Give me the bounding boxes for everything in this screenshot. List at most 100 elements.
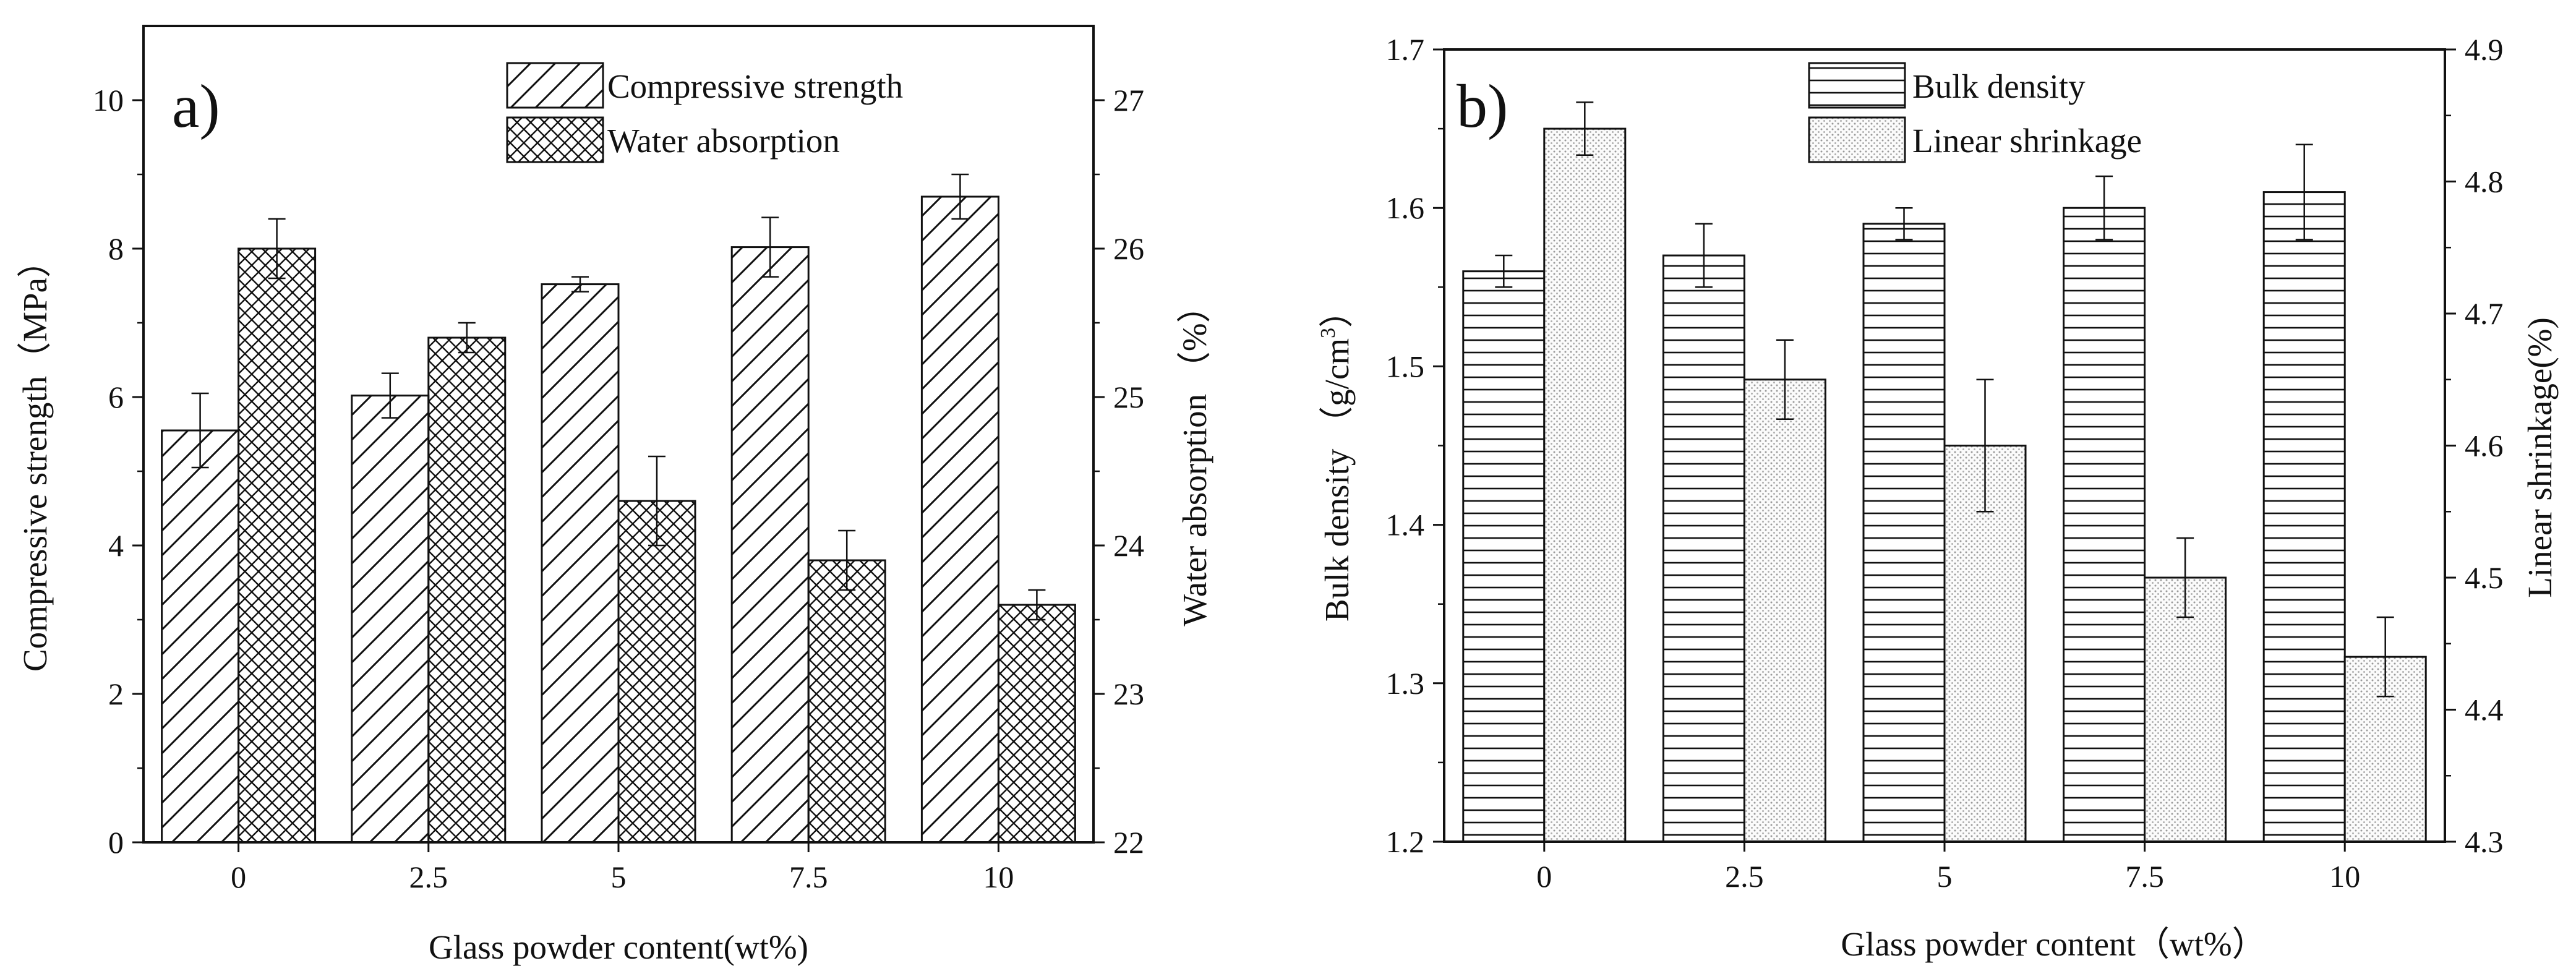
legend-label-compressive-strength: Compressive strength <box>607 67 903 105</box>
panel-a-y2-axis-title: Water absorption （%） <box>1176 289 1213 626</box>
b-error-bar-bulk-density-3 <box>2095 175 2113 241</box>
panel-b-x-axis-title: Glass powder content（wt%） <box>1841 925 2266 963</box>
b-x-tick-label-3: 7.5 <box>2125 859 2164 894</box>
a-y-tick-label-3: 6 <box>108 380 124 414</box>
b-error-bar-bulk-density-2 <box>1895 207 1913 241</box>
a-y2-tick-label-3: 25 <box>1113 380 1144 414</box>
b-y2-tick-label-0: 4.3 <box>2465 824 2504 859</box>
a-y2-tick-label-5: 27 <box>1113 83 1144 118</box>
b-bar-linear-shrinkage-0 <box>1543 127 1627 843</box>
a-error-bar-water-absorption-0 <box>268 218 286 280</box>
a-error-bar-compressive-strength-3 <box>761 216 779 278</box>
legend-label-linear-shrinkage: Linear shrinkage <box>1912 122 2142 160</box>
a-y-tick-label-0: 0 <box>108 825 124 860</box>
b-y2-tick-label-5: 4.8 <box>2465 165 2504 199</box>
a-y-tick-label-1: 2 <box>108 677 124 711</box>
panel-b-legend: Bulk density Linear shrinkage <box>1808 62 2142 163</box>
a-x-tick-label-2: 5 <box>611 860 627 894</box>
b-y-tick-label-4: 1.6 <box>1386 190 1425 225</box>
b-error-bar-bulk-density-1 <box>1695 223 1713 288</box>
a-error-bar-water-absorption-4 <box>1028 589 1046 621</box>
a-bar-compressive-strength-1 <box>351 395 430 844</box>
panel-b: 1.2 1.3 1.4 1.5 1.6 1.7 4.3 4.4 4.5 4.6 4.7 4.8 4.9 0… <box>1317 32 2559 963</box>
a-bar-compressive-strength-3 <box>730 246 810 844</box>
b-error-bar-bulk-density-0 <box>1495 254 1513 288</box>
panel-a-x-axis-title: Glass powder content(wt%) <box>429 928 808 966</box>
b-error-bar-linear-shrinkage-1 <box>1776 339 1794 421</box>
panel-a-label: a) <box>172 72 220 140</box>
a-bar-water-absorption-1 <box>427 336 507 844</box>
panel-b-axes: 1.2 1.3 1.4 1.5 1.6 1.7 4.3 4.4 4.5 4.6 4.7 4.8 4.9 0… <box>1386 32 2504 894</box>
b-x-tick-label-2: 5 <box>1937 859 1953 894</box>
a-x-tick-label-3: 7.5 <box>789 860 828 894</box>
panel-b-y-axis-title: Bulk density （g/cm3） <box>1317 294 1356 622</box>
a-bar-water-absorption-0 <box>237 247 317 844</box>
panel-b-y-axis-title-sup: 3 <box>1317 328 1340 338</box>
a-bar-water-absorption-2 <box>617 500 696 844</box>
b-x-tick-label-1: 2.5 <box>1725 859 1764 894</box>
b-error-bar-linear-shrinkage-3 <box>2176 537 2194 618</box>
a-y2-tick-label-2: 24 <box>1113 528 1144 563</box>
a-y-tick-label-4: 8 <box>108 231 124 266</box>
a-y-tick-label-5: 10 <box>93 83 124 118</box>
b-y-tick-label-2: 1.4 <box>1386 508 1425 542</box>
b-y-tick-label-0: 1.2 <box>1386 824 1425 859</box>
b-y-tick-label-3: 1.5 <box>1386 349 1425 383</box>
b-bar-bulk-density-0 <box>1462 270 1546 843</box>
a-bar-compressive-strength-4 <box>920 195 999 844</box>
a-error-bar-water-absorption-2 <box>648 455 665 547</box>
legend-label-water-absorption: Water absorption <box>607 122 840 160</box>
b-x-tick-label-0: 0 <box>1536 859 1552 894</box>
b-y2-tick-label-6: 4.9 <box>2465 32 2504 67</box>
b-error-bar-bulk-density-4 <box>2295 143 2313 241</box>
a-error-bar-compressive-strength-0 <box>191 392 209 469</box>
a-y2-tick-label-1: 23 <box>1113 677 1144 711</box>
a-error-bar-compressive-strength-2 <box>571 276 589 293</box>
legend-swatch-compressive-strength <box>506 62 604 109</box>
a-bar-compressive-strength-2 <box>541 283 620 844</box>
b-y2-tick-label-3: 4.6 <box>2465 429 2504 463</box>
panel-a-legend: Compressive strength Water absorption <box>506 62 903 163</box>
b-error-bar-linear-shrinkage-4 <box>2376 616 2394 698</box>
b-y-tick-label-1: 1.3 <box>1386 666 1425 701</box>
legend-label-bulk-density: Bulk density <box>1912 67 2086 105</box>
b-error-bar-linear-shrinkage-0 <box>1576 101 1594 156</box>
b-error-bar-linear-shrinkage-2 <box>1976 378 1994 513</box>
panel-b-y-axis-title-main: Bulk density （g/cm <box>1318 338 1356 622</box>
panel-b-y-axis-title-end: ） <box>1318 294 1356 328</box>
a-y2-tick-label-0: 22 <box>1113 825 1144 860</box>
a-bar-water-absorption-3 <box>807 559 886 844</box>
panel-b-label: b) <box>1457 72 1508 140</box>
b-bar-bulk-density-3 <box>2063 207 2146 843</box>
a-bar-water-absorption-4 <box>997 604 1076 844</box>
panel-a-y-axis-title: Compressive strength（MPa） <box>16 244 54 672</box>
panel-b-bars <box>1462 101 2427 843</box>
a-error-bar-compressive-strength-1 <box>381 372 399 419</box>
b-y2-tick-label-4: 4.7 <box>2465 296 2504 331</box>
legend-swatch-linear-shrinkage <box>1808 116 1906 163</box>
b-bar-bulk-density-1 <box>1662 254 1745 843</box>
b-y2-tick-label-2: 4.5 <box>2465 560 2504 595</box>
b-bar-bulk-density-4 <box>2262 191 2346 843</box>
a-y2-tick-label-4: 26 <box>1113 231 1144 266</box>
a-x-tick-label-1: 2.5 <box>409 860 448 894</box>
legend-swatch-water-absorption <box>506 116 604 163</box>
b-y2-tick-label-1: 4.4 <box>2465 693 2504 727</box>
b-x-tick-label-4: 10 <box>2329 859 2360 894</box>
a-x-tick-label-4: 10 <box>983 860 1014 894</box>
b-bar-bulk-density-2 <box>1862 223 1946 843</box>
b-y-tick-label-5: 1.7 <box>1386 32 1425 67</box>
a-error-bar-water-absorption-1 <box>458 322 476 354</box>
panel-a-bars <box>161 173 1076 844</box>
panel-b-y2-axis-title: Linear shrinkage(%) <box>2521 317 2559 598</box>
b-bar-linear-shrinkage-1 <box>1743 378 1826 843</box>
a-y-tick-label-2: 4 <box>108 528 124 563</box>
a-error-bar-compressive-strength-4 <box>951 173 969 220</box>
a-x-tick-label-0: 0 <box>231 860 246 894</box>
a-error-bar-water-absorption-3 <box>838 529 856 591</box>
a-bar-compressive-strength-0 <box>161 429 240 844</box>
legend-swatch-bulk-density <box>1808 62 1906 109</box>
